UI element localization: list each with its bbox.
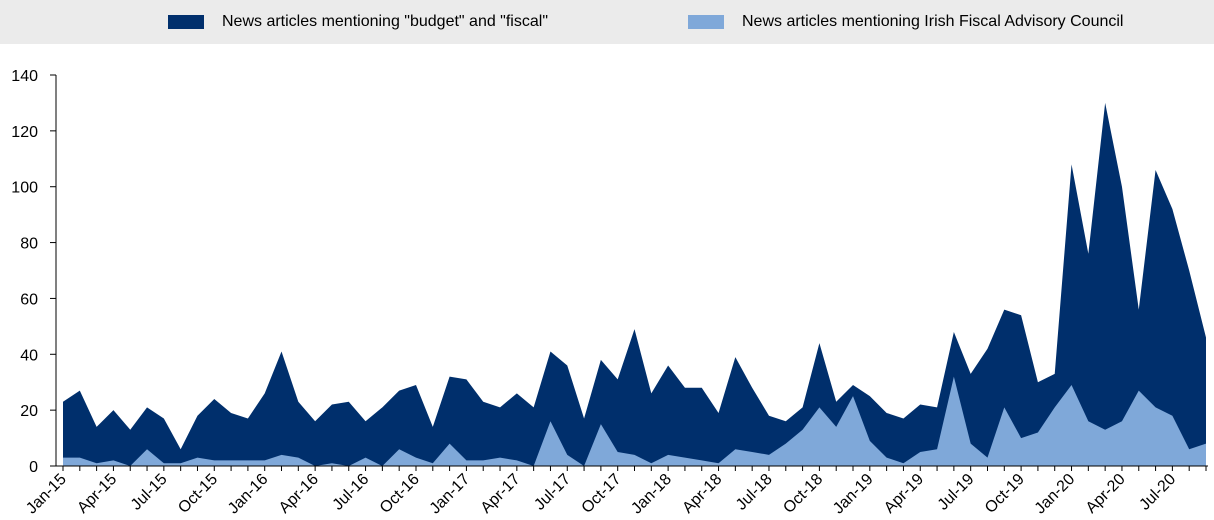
x-tick-label: Oct-17 [579, 471, 625, 517]
x-tick-label: Apr-18 [679, 471, 725, 517]
x-tick-label: Apr-15 [74, 471, 120, 517]
x-tick-label: Jul-17 [531, 471, 574, 514]
x-tick-label: Jul-16 [330, 471, 373, 514]
x-tick-label: Oct-16 [377, 471, 423, 517]
x-tick-label: Jan-20 [1032, 471, 1079, 518]
legend-label-budget-fiscal: News articles mentioning "budget" and "f… [222, 13, 548, 30]
chart-areas [63, 102, 1206, 467]
x-tick-label: Apr-16 [276, 471, 322, 517]
y-tick-label: 60 [20, 291, 38, 308]
x-tick-label: Jul-15 [128, 471, 171, 514]
legend-swatch-budget-fiscal [168, 15, 204, 29]
x-tick-label: Oct-15 [175, 471, 221, 517]
y-tick-label: 100 [11, 180, 38, 197]
y-tick-label: 120 [11, 124, 38, 141]
y-tick-label: 20 [20, 403, 38, 420]
x-tick-label: Jan-19 [830, 471, 877, 518]
legend-item-budget-fiscal: News articles mentioning "budget" and "f… [168, 0, 548, 44]
chart-legend: News articles mentioning "budget" and "f… [0, 0, 1214, 44]
area-series-1 [63, 102, 1206, 467]
x-tick-label: Jan-18 [628, 471, 675, 518]
x-tick-label: Oct-18 [780, 471, 826, 517]
x-tick-label: Apr-19 [881, 471, 927, 517]
legend-swatch-ifac [688, 15, 724, 29]
area-series-2 [63, 376, 1206, 466]
x-tick-label: Jul-18 [733, 471, 776, 514]
legend-label-ifac: News articles mentioning Irish Fiscal Ad… [742, 13, 1124, 30]
y-tick-label: 40 [20, 347, 38, 364]
legend-item-ifac: News articles mentioning Irish Fiscal Ad… [688, 0, 1123, 44]
x-tick-label: Apr-20 [1083, 471, 1129, 517]
x-tick-label: Apr-17 [478, 471, 524, 517]
y-tick-label: 0 [29, 459, 38, 476]
x-tick-label: Jan-16 [225, 471, 272, 518]
y-tick-label: 140 [11, 68, 38, 85]
y-tick-label: 80 [20, 236, 38, 253]
x-tick-label: Jan-15 [23, 471, 70, 518]
x-tick-label: Jul-20 [1136, 471, 1179, 514]
x-tick-label: Oct-19 [982, 471, 1028, 517]
x-tick-label: Jul-19 [935, 471, 978, 514]
x-tick-label: Jan-17 [427, 471, 474, 518]
